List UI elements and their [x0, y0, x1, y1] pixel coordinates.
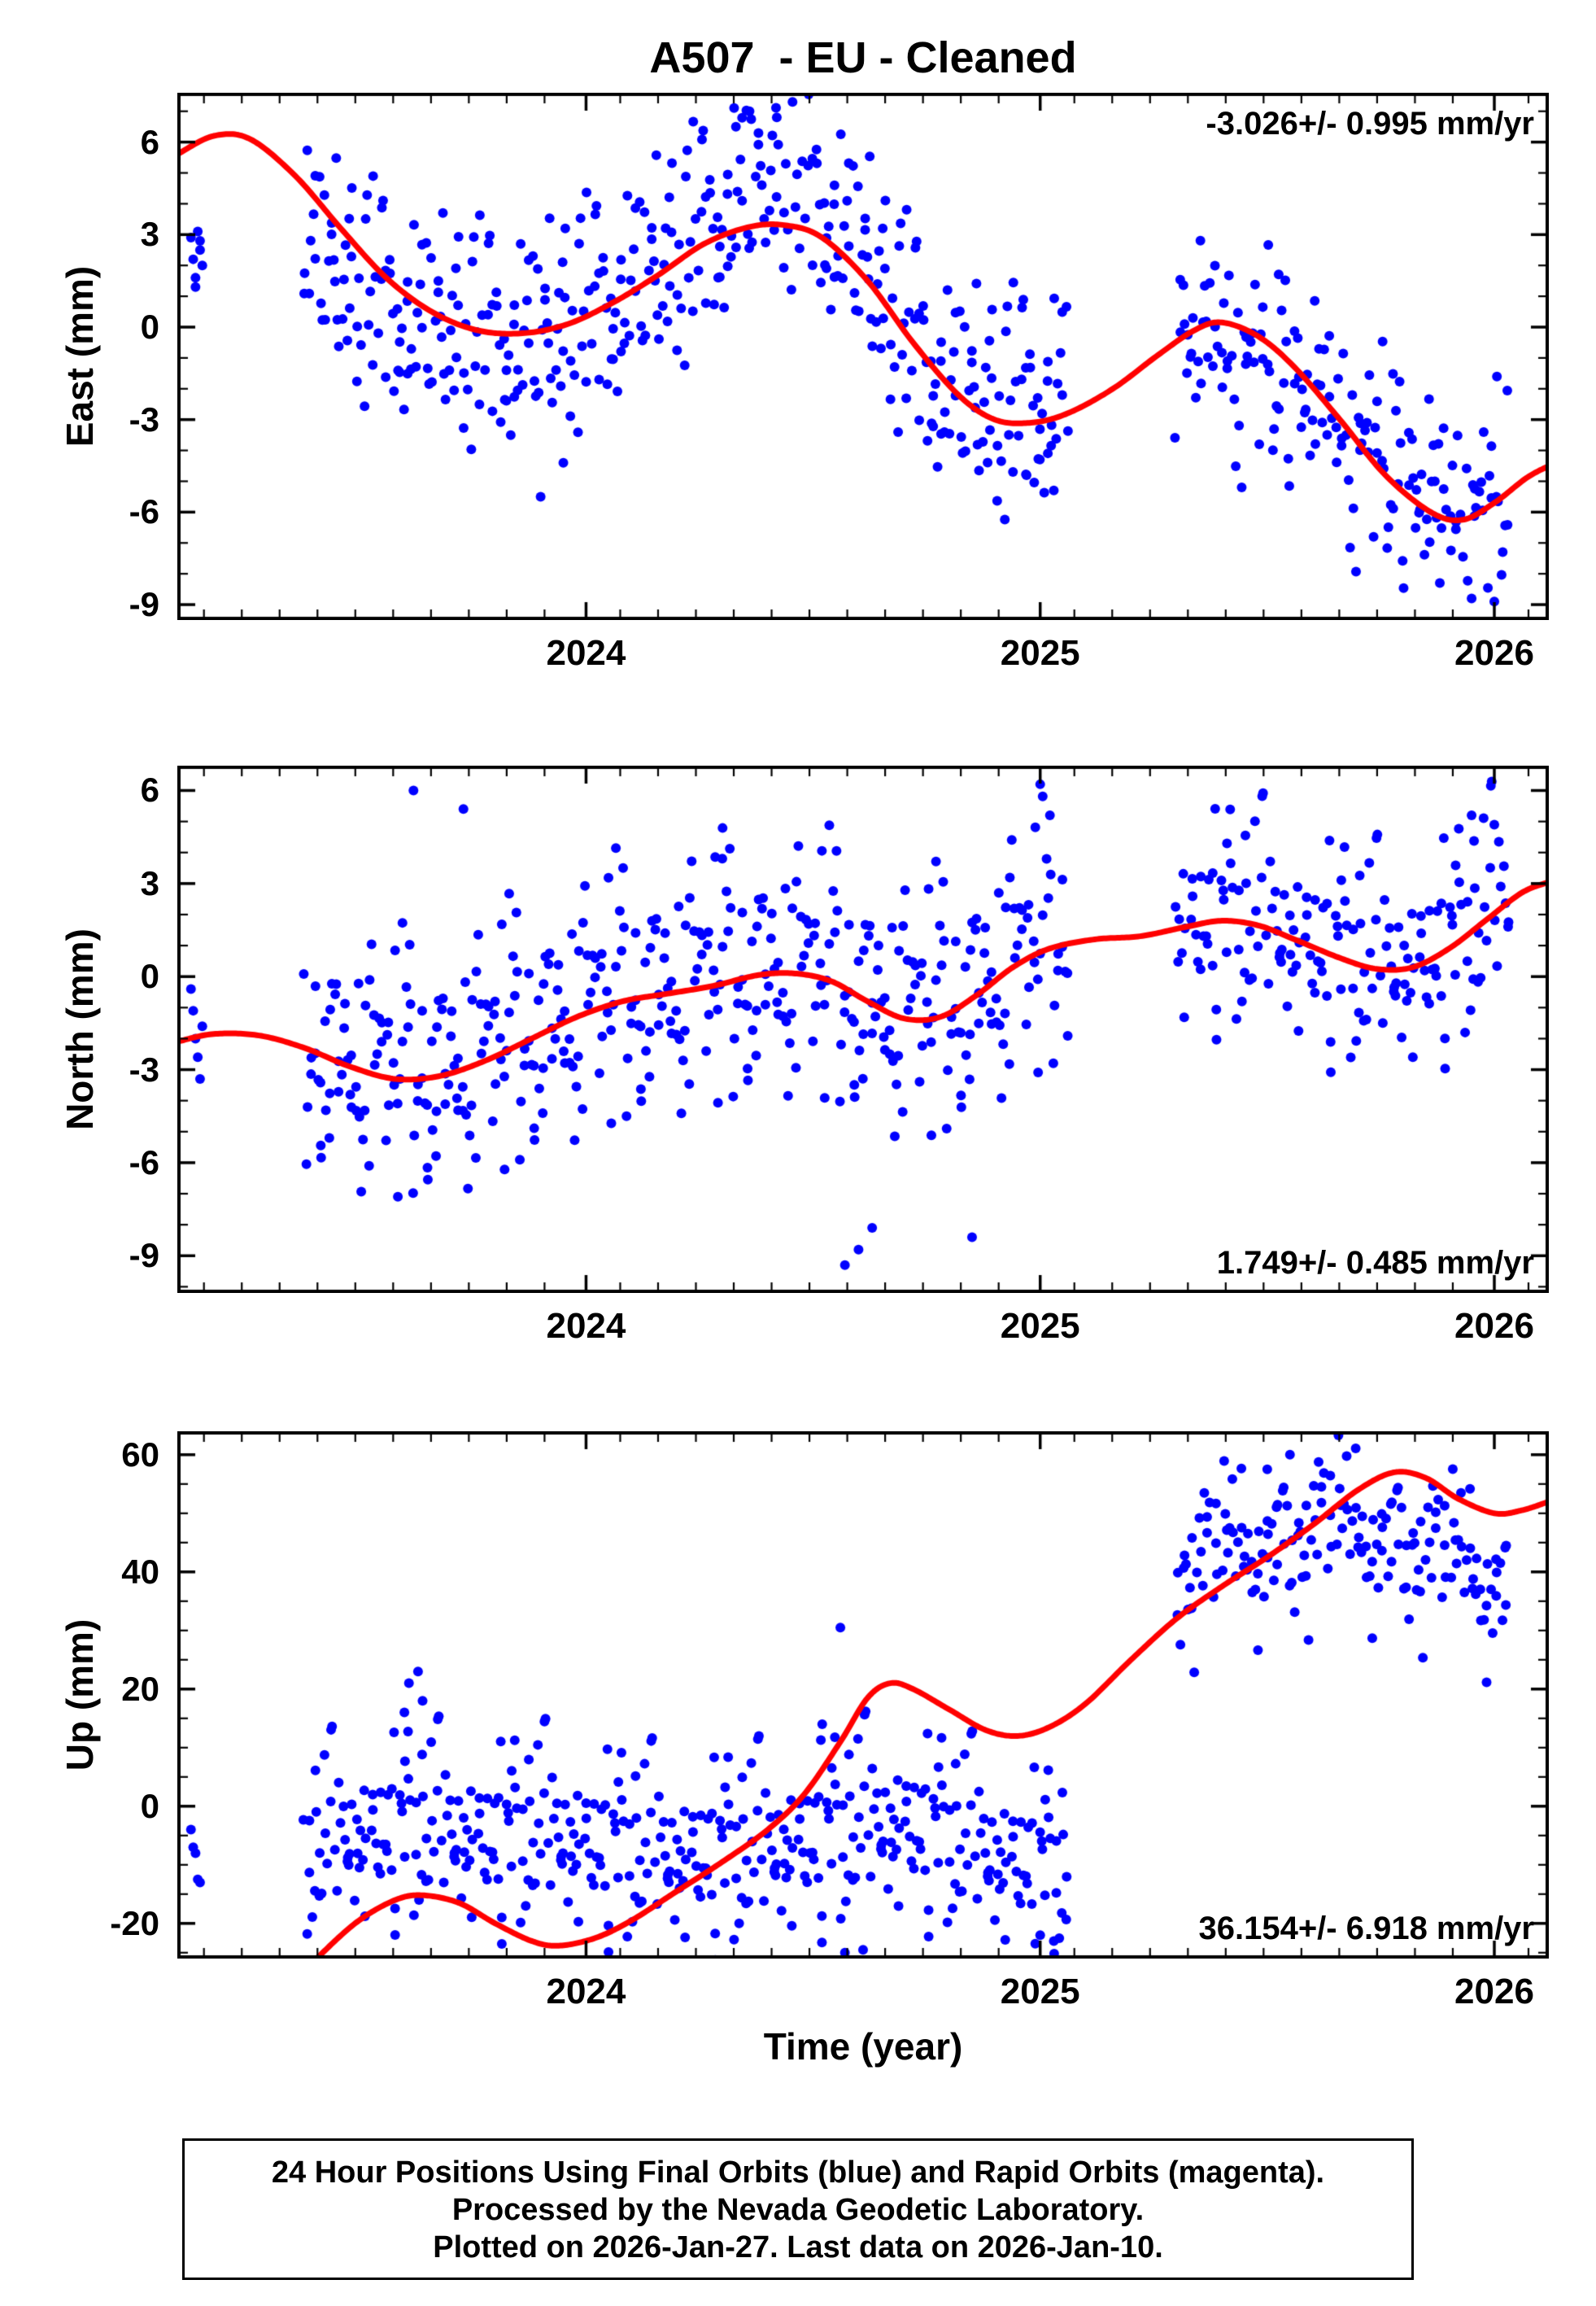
east-y-tick-label: 3 — [140, 215, 159, 254]
east-y-tick-label: 6 — [140, 122, 159, 161]
up-y-tick-label: 40 — [121, 1552, 159, 1591]
north-y-tick-label: 0 — [140, 957, 159, 996]
north-x-tick-label: 2025 — [1000, 1306, 1080, 1346]
up-rate-annotation: 36.154+/- 6.918 mm/yr — [1198, 1911, 1534, 1946]
east-x-tick-label: 2024 — [546, 633, 626, 673]
up-y-tick-label: 60 — [121, 1435, 159, 1474]
up-y-tick-label: -20 — [110, 1903, 159, 1942]
up-y-tick-label: 20 — [121, 1669, 159, 1708]
up-plot-canvas — [177, 1431, 1549, 1959]
panel-north: North (mm) 1.749+/- 0.485 mm/yr -9 -6 -3 0 3… — [59, 766, 1549, 1346]
up-y-tick-label: 0 — [140, 1786, 159, 1825]
east-rate-annotation: -3.026+/- 0.995 mm/yr — [1206, 106, 1534, 142]
north-y-tick-label: -6 — [129, 1142, 159, 1181]
north-y-tick-label: -9 — [129, 1236, 159, 1275]
north-rate-annotation: 1.749+/- 0.485 mm/yr — [1216, 1245, 1534, 1281]
east-plot-canvas — [177, 93, 1549, 620]
footer-line-2: Processed by the Nevada Geodetic Laborat… — [451, 2193, 1145, 2227]
north-y-tick-label: -3 — [129, 1050, 159, 1089]
footer-line-3: Plotted on 2026-Jan-27. Last data on 202… — [433, 2230, 1163, 2265]
east-y-tick-label: 0 — [140, 308, 159, 346]
east-x-tick-label: 2025 — [1000, 633, 1080, 673]
north-x-tick-label: 2024 — [546, 1306, 626, 1346]
panel-up: Up (mm) 36.154+/- 6.918 mm/yr -20 0 20 40 60… — [59, 1431, 1549, 2011]
north-x-tick-label: 2026 — [1454, 1306, 1534, 1346]
east-y-tick-label: -6 — [129, 492, 159, 531]
up-x-tick-label: 2025 — [1000, 1972, 1080, 2011]
footer-line-1: 24 Hour Positions Using Final Orbits (bl… — [271, 2155, 1325, 2190]
up-x-tick-label: 2024 — [546, 1972, 626, 2011]
east-y-tick-label: -3 — [129, 400, 159, 439]
east-x-tick-label: 2026 — [1454, 633, 1534, 673]
time-axis-label: Time (year) — [763, 2025, 963, 2068]
north-y-tick-label: 3 — [140, 863, 159, 902]
north-y-tick-label: 6 — [140, 771, 159, 810]
east-y-tick-label: -9 — [129, 585, 159, 624]
panel-east: East (mm) -3.026+/- 0.995 mm/yr -9 -6 -3 0 3… — [59, 93, 1549, 673]
up-x-tick-label: 2026 — [1454, 1972, 1534, 2011]
plot-title: A507 - EU - Cleaned — [649, 33, 1077, 82]
footer-box: 24 Hour Positions Using Final Orbits (bl… — [182, 2138, 1414, 2280]
north-plot-canvas — [177, 766, 1549, 1293]
